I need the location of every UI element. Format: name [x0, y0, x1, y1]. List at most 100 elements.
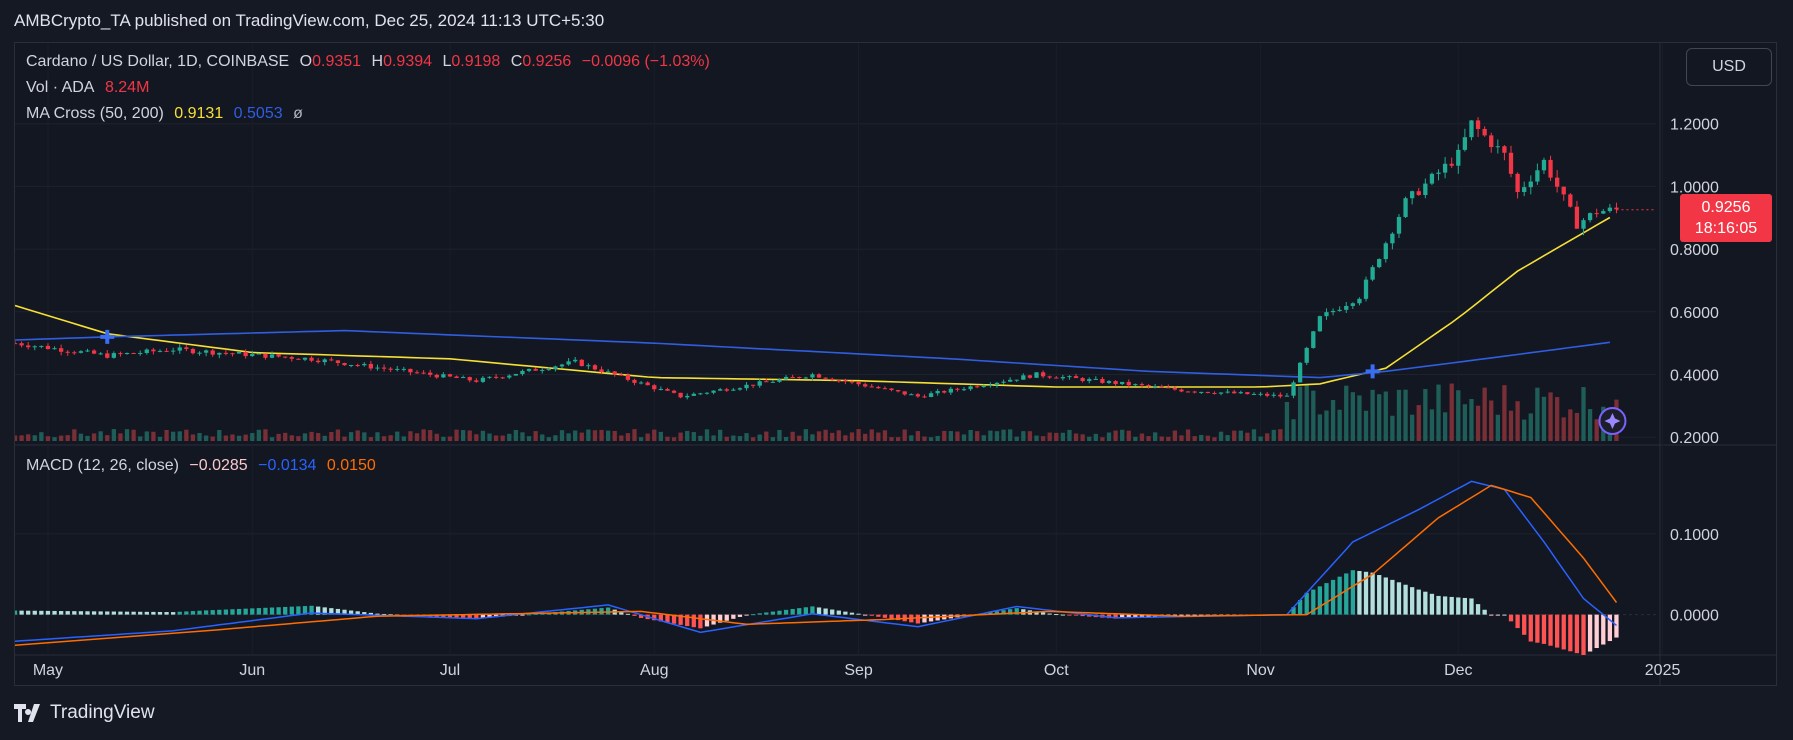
candle-body	[665, 388, 670, 391]
macd-signal-value: 0.0150	[326, 457, 376, 474]
tradingview-branding[interactable]: TradingView	[14, 702, 155, 724]
change-value: −0.0096 (−1.03%)	[581, 53, 710, 70]
blue-cross-icon	[1365, 364, 1380, 379]
volume-bar	[1515, 401, 1520, 441]
volume-bar	[401, 436, 406, 441]
time-tick-label: Nov	[1246, 662, 1274, 679]
volume-bar	[434, 433, 439, 441]
ma-symbol: ø	[293, 105, 303, 122]
volume-legend: Vol · ADA 8.24M	[26, 79, 155, 97]
candle-body	[1561, 186, 1566, 195]
volume-bar	[1528, 413, 1533, 441]
candle-body	[955, 388, 960, 390]
volume-bar	[955, 431, 960, 441]
macd-histogram-bar	[823, 608, 828, 615]
volume-bar	[1133, 436, 1138, 441]
macd-histogram-bar	[1133, 614, 1138, 618]
macd-histogram-bar	[698, 614, 703, 629]
candle-body	[39, 345, 44, 347]
macd-histogram-bar	[32, 610, 37, 615]
macd-histogram-bar	[1495, 614, 1500, 616]
macd-histogram-bar	[764, 612, 769, 615]
candle-body	[744, 384, 749, 389]
macd-histogram-bar	[843, 611, 848, 615]
candle-body	[507, 375, 512, 378]
candle-body	[263, 353, 268, 358]
volume-bar	[1278, 429, 1283, 441]
macd-histogram-bar	[447, 614, 453, 618]
candle-body	[1034, 372, 1039, 378]
volume-bar	[704, 429, 710, 441]
macd-histogram-bar	[335, 608, 341, 615]
volume-bar	[1383, 391, 1388, 441]
candle-body	[1344, 305, 1349, 310]
candle-body	[1587, 213, 1593, 221]
volume-bar	[658, 431, 663, 441]
macd-histogram-bar	[994, 611, 1000, 615]
candle-body	[105, 353, 110, 358]
volume-bar	[210, 436, 215, 441]
tradingview-logo-icon	[14, 704, 40, 722]
volume-bar	[757, 434, 762, 441]
volume-bar	[1475, 405, 1481, 441]
candle-body	[1383, 243, 1388, 260]
bar-countdown: 18:16:05	[1694, 220, 1758, 237]
macd-histogram-bar	[316, 606, 321, 615]
macd-histogram-bar	[704, 614, 710, 627]
volume-bar	[289, 435, 294, 441]
candle-body	[32, 346, 37, 348]
volume-bar	[1377, 394, 1382, 441]
macd-histogram-bar	[1561, 614, 1566, 650]
candle-body	[1594, 213, 1599, 215]
candle-body	[1093, 378, 1098, 380]
volume-bar	[428, 430, 433, 441]
macd-histogram-bar	[309, 605, 314, 615]
macd-histogram-bar	[1021, 609, 1026, 615]
volume-bar	[1120, 429, 1125, 441]
candle-body	[1456, 149, 1461, 166]
candle-body	[803, 377, 808, 379]
candle-body	[625, 375, 631, 380]
macd-label: MACD (12, 26, close)	[26, 457, 179, 474]
macd-histogram-bar	[1113, 614, 1118, 619]
macd-histogram-bar	[790, 609, 795, 615]
candle-body	[408, 368, 413, 373]
candle-body	[790, 376, 795, 378]
macd-histogram-bar	[217, 609, 222, 615]
macd-histogram-bar	[1489, 614, 1494, 616]
candle-body	[1271, 394, 1276, 396]
ma50-value: 0.9131	[174, 105, 224, 122]
candle-body	[388, 368, 393, 370]
macd-histogram-bar	[230, 609, 235, 615]
macd-histogram-bar	[1377, 575, 1382, 615]
volume-bar	[381, 436, 387, 441]
macd-histogram-bar	[889, 614, 894, 619]
macd-histogram-bar	[243, 608, 248, 615]
macd-histogram-bar	[15, 610, 18, 615]
candle-body	[1172, 387, 1178, 390]
candle-body	[678, 392, 683, 398]
candle-body	[78, 351, 84, 353]
macd-histogram-bar	[1370, 572, 1375, 615]
symbol-legend: Cardano / US Dollar, 1D, COINBASE O0.935…	[26, 53, 716, 71]
volume-bar	[15, 435, 18, 441]
macd-histogram-bar	[461, 614, 466, 619]
macd-histogram-bar	[480, 614, 486, 619]
macd-histogram-bar	[915, 614, 921, 624]
macd-histogram-bar	[368, 612, 374, 615]
volume-bar	[816, 431, 822, 441]
candle-body	[91, 350, 97, 354]
volume-bar	[1416, 405, 1421, 441]
volume-bar	[783, 437, 789, 441]
volume-bar	[632, 429, 637, 441]
currency-button[interactable]: USD	[1686, 48, 1772, 86]
macd-histogram-bar	[1462, 597, 1468, 615]
chart-canvas[interactable]: 1.2000 1.0000 0.8000 0.6000 0.4000 0.2000 0.10…	[15, 43, 1776, 685]
volume-bar	[764, 431, 769, 441]
volume-bar	[52, 437, 57, 441]
volume-bar	[1330, 400, 1336, 441]
candle-body	[1502, 146, 1507, 153]
volume-bar	[58, 435, 64, 441]
macd-histogram-bar	[355, 611, 360, 615]
volume-bar	[72, 429, 77, 441]
